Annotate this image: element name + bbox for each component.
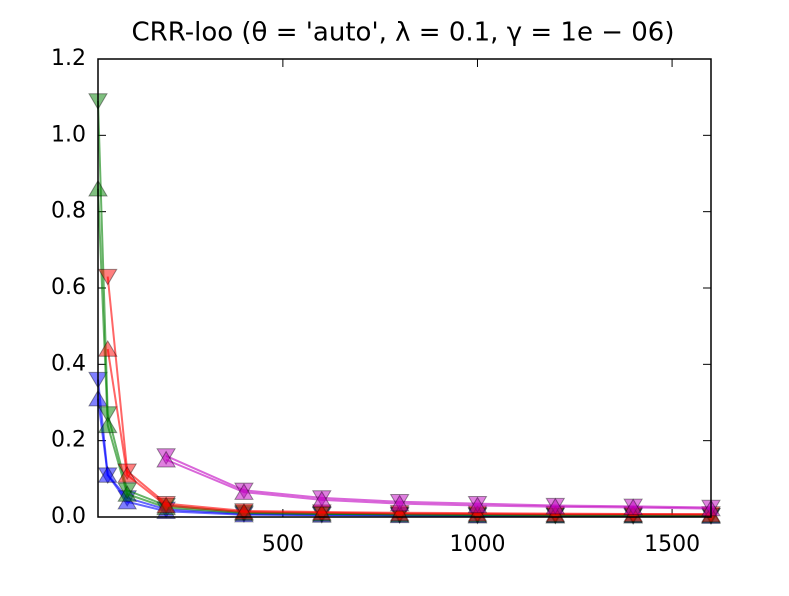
marker (311, 503, 332, 521)
y-tick-label: 1.2 (51, 46, 86, 71)
marker (623, 498, 644, 516)
y-tick-label: 0.8 (51, 199, 86, 224)
chart-title: CRR-loo (θ = 'auto', λ = 0.1, γ = 1e − 0… (132, 18, 675, 48)
marker (97, 268, 118, 286)
y-tick-label: 0.4 (51, 351, 86, 376)
marker (234, 483, 254, 500)
marker (467, 496, 488, 514)
marker (156, 496, 176, 514)
x-tick-label: 1500 (644, 532, 700, 557)
marker (97, 465, 118, 483)
x-tick-label: 500 (262, 532, 304, 557)
marker (311, 490, 332, 508)
marker (389, 494, 410, 512)
marker (234, 502, 254, 520)
marker (545, 497, 566, 515)
plot-frame (97, 58, 712, 518)
marker (97, 416, 118, 434)
y-tick-label: 0.6 (51, 275, 86, 300)
y-tick-label: 1.0 (51, 122, 86, 147)
marker (97, 339, 118, 357)
marker (117, 485, 138, 502)
series-line (165, 458, 712, 510)
marker (156, 450, 176, 468)
series-line (165, 455, 712, 509)
marker (117, 465, 138, 483)
series-line (106, 276, 711, 515)
series-line (97, 100, 712, 517)
y-tick-label: 0.2 (51, 428, 86, 453)
x-tick-label: 1000 (449, 532, 505, 557)
y-tick-label: 0.0 (51, 504, 86, 529)
series-line (106, 348, 712, 516)
